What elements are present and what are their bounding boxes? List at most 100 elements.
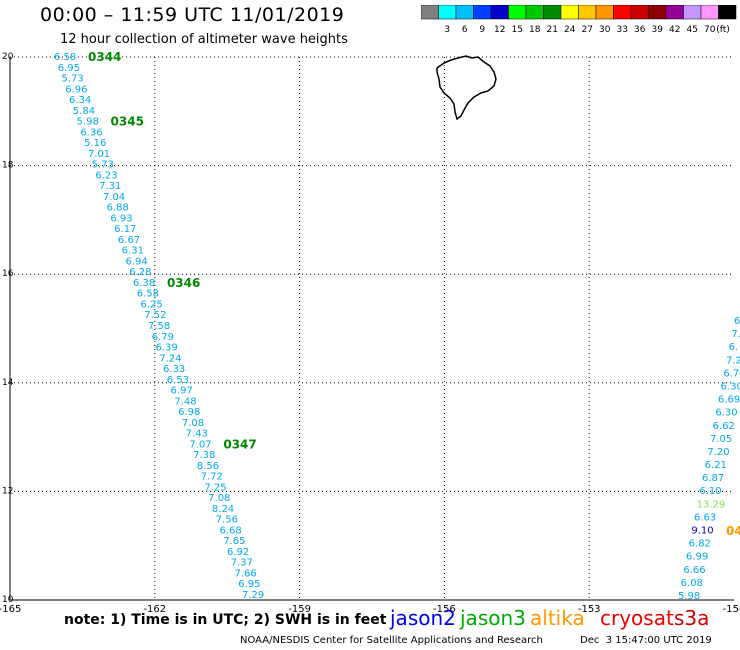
satellite-jason3: jason3 [460,606,526,630]
swh-value: 6.30 [715,408,737,419]
swh-value: 7.65 [223,536,245,547]
swh-value: 7.31 [99,181,121,192]
swh-value: 5.16 [84,138,106,149]
swh-value: 7.05 [710,434,732,445]
legend-label: 9 [479,25,485,35]
pass-time-label: 0347 [223,437,256,451]
map-subtitle: 12 hour collection of altimeter wave hei… [60,32,348,47]
swh-value: 6.96 [65,84,87,95]
swh-value: 6.94 [125,256,147,267]
legend-label: 21 [547,25,558,35]
swh-value: 13.29 [697,499,726,510]
legend-swatch [718,5,737,20]
swh-value: 6.10 [699,486,721,497]
swh-value: 7.58 [148,321,170,332]
legend-label: 70 [704,25,716,35]
island-outline [436,55,497,121]
swh-value: 7.08 [208,493,230,504]
swh-value: 6.88 [107,203,129,214]
swh-value: 6.53 [167,375,189,386]
swh-value: 6. [729,342,739,353]
swh-value: 7.25 [204,482,226,493]
y-tick-label: 12 [2,486,13,496]
swh-value: 7.56 [216,515,238,526]
swh-value: 6.21 [705,460,727,471]
swh-value: 6.36 [80,127,102,138]
satellite-jason2: jason2 [390,606,456,630]
y-tick-label: 16 [2,269,14,279]
legend-label: 33 [617,25,628,35]
pass-time-label: 0344 [88,50,121,64]
swh-value: 8.56 [197,461,219,472]
swh-value: 7.08 [182,418,204,429]
legend-label: 45 [687,25,698,35]
legend-label: 3 [444,25,450,35]
swh-value: 7.38 [193,450,215,461]
swh-value: 6.34 [69,95,91,106]
swh-value: 6.66 [683,565,705,576]
pass-time-label: 0346 [167,276,200,290]
swh-value: 6.95 [238,579,260,590]
legend-label: 15 [512,25,523,35]
swh-value: 7. [731,329,740,340]
legend-unit: (ft) [716,25,730,35]
y-tick-label: 10 [2,595,14,605]
swh-value: 6.97 [171,386,193,397]
swh-value: 7.72 [201,472,223,483]
legend-label: 18 [529,25,541,35]
swh-value: 5.98 [678,591,700,602]
swh-value: 7.24 [159,353,181,364]
legend-label: 42 [669,25,680,35]
legend-label: 39 [652,25,664,35]
x-tick-label: -162 [143,604,166,615]
swh-value: 6.93 [110,213,132,224]
swh-value: 7.48 [174,396,196,407]
legend-label: 27 [582,25,593,35]
pass-time-label: 04 [726,524,740,538]
swh-value: 6.67 [118,235,140,246]
swh-value: 6.08 [681,578,703,589]
swh-value: 6.30 [721,381,740,392]
swh-value: 6.39 [156,343,178,354]
swh-value: 6.38 [133,278,155,289]
swh-value: 6.58 [137,289,159,300]
swh-value: 6.62 [713,421,735,432]
swh-value: 7.04 [103,192,125,203]
x-tick-label: -153 [578,604,601,615]
swh-value: 6.87 [702,473,724,484]
swh-value: 6.92 [227,547,249,558]
swh-value: 5.84 [73,106,95,117]
footer-note: note: 1) Time is in UTC; 2) SWH is in fe… [64,612,387,628]
swh-value: 6.31 [122,246,144,257]
swh-value: 7.52 [144,310,166,321]
swh-value: 7.01 [88,149,110,160]
credit-line: NOAA/NESDIS Center for Satellite Applica… [240,635,543,646]
swh-value: 6.63 [694,512,716,523]
swh-value: 7.66 [234,568,256,579]
x-tick-label: -156 [433,604,456,615]
swh-value: 6.25 [140,299,162,310]
swh-value: 6.95 [58,63,80,74]
swh-value: 6.99 [686,552,708,563]
legend-label: 6 [462,25,468,35]
generated-timestamp: Dec 3 15:47:00 UTC 2019 [580,635,712,646]
swh-value: 7.29 [242,590,264,601]
swh-value: 6.17 [114,224,136,235]
swh-value: 6.98 [178,407,200,418]
satellite-cryosat: cryosat [600,606,674,630]
swh-value: 6. [734,316,740,327]
swh-value: 7.20 [707,447,729,458]
legend-label: 36 [634,25,646,35]
satellite-s3a: s3a [674,606,710,630]
pass-time-label: 0345 [111,115,144,129]
swh-value: 5.73 [92,160,114,171]
swh-value: 6.82 [689,539,711,550]
y-tick-label: 14 [2,378,14,388]
swh-value: 6.23 [95,170,117,181]
swh-value: 7.07 [189,439,211,450]
y-tick-label: 20 [2,52,14,62]
satellite-altika: altika [530,606,585,630]
swh-value: 6.33 [163,364,185,375]
color-legend: 3 6 9 12 15 18 21 24 27 30 33 36 39 42 45 70 (ft) [421,5,737,35]
